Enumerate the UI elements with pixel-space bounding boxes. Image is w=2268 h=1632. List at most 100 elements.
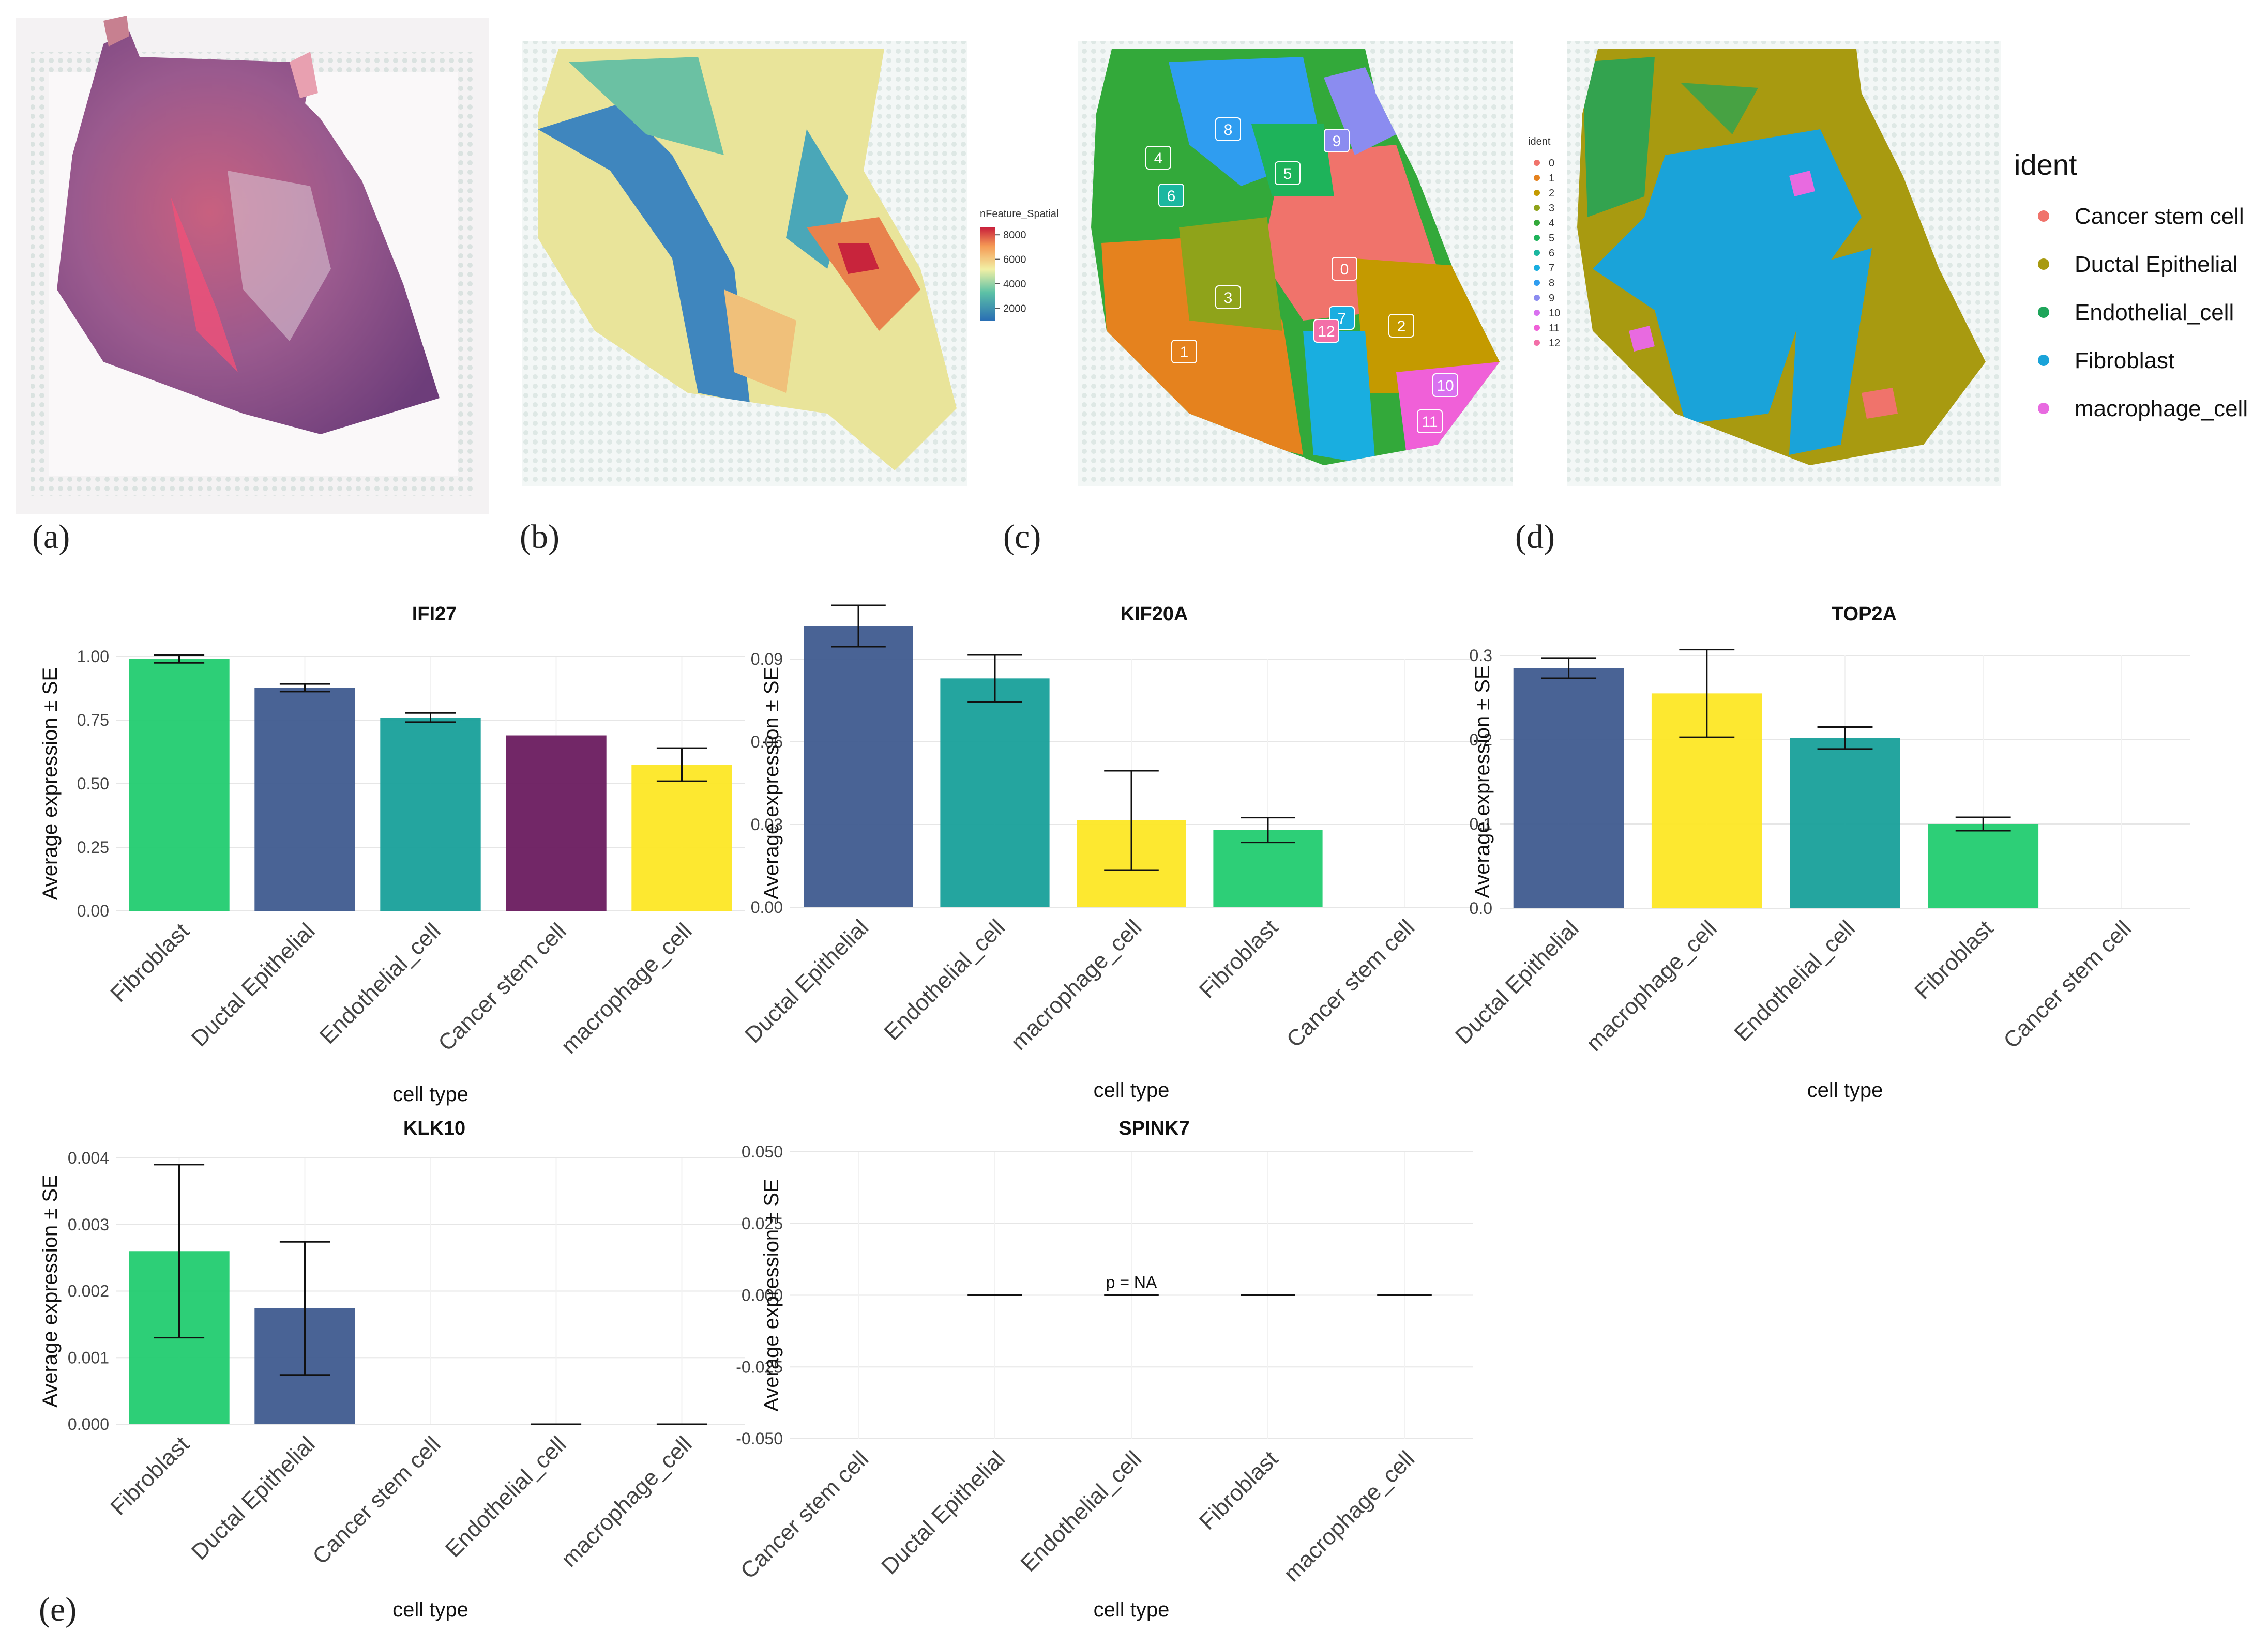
y-axis-label: Average expression ± SE [39,667,62,900]
x-tick-label: Fibroblast [1910,916,1998,1004]
panel-b: nFeature_Spatial 8000 6000 4000 2000 (b) [520,41,1059,556]
celltype-legend-label: Endothelial_cell [2075,300,2234,325]
celltype-region-fibroblast [1593,129,1862,424]
x-tick-label: Fibroblast [1195,1446,1283,1534]
cluster-tag-box [1324,129,1350,152]
chart-title: SPINK7 [1118,1118,1189,1139]
x-tick-label: Cancer stem cell [1282,914,1419,1052]
cluster-legend-dot [1534,175,1540,181]
celltype-legend-dot [2038,355,2049,366]
y-axis-label: Average expression ± SE [760,1179,783,1411]
chart-title: TOP2A [1832,603,1897,625]
cluster-tag-label: 5 [1283,165,1292,182]
cluster-legend-dot [1534,280,1540,286]
x-tick-label: Ductal Epithelial [1450,916,1584,1049]
nfeature-legend-title: nFeature_Spatial [980,208,1059,220]
cluster-tag-label: 8 [1224,121,1233,139]
panel-d: ident Cancer stem cell Ductal Epithelial E… [1515,41,2248,556]
bar-fibroblast [129,659,230,911]
cluster-tag-label: 4 [1154,150,1163,167]
x-axis-label: cell type [1094,1598,1170,1621]
cluster-legend-dot [1534,220,1540,226]
cluster-legend-dot [1534,205,1540,211]
x-tick-label: Fibroblast [1195,914,1283,1003]
chart-title: KIF20A [1121,603,1188,625]
x-tick-label: Ductal Epithelial [740,914,873,1048]
y-tick-label: 0.75 [77,711,109,729]
y-axis-label: Average expression ± SE [39,1175,62,1407]
cluster-tag-box [1388,314,1414,338]
cluster-legend-label: 7 [1549,263,1554,274]
nfeature-tick-label: 6000 [1003,254,1026,266]
cluster-tag-box [1332,257,1357,281]
cluster-legend-label: 2 [1549,188,1554,199]
y-tick-label: 0.050 [742,1142,783,1161]
x-tick-label: Cancer stem cell [1999,916,2136,1053]
nfeature-tick-label: 8000 [1003,230,1026,241]
cluster-region-2 [1355,258,1500,393]
y-axis-label: Average expression ± SE [1471,665,1494,898]
bar-chart-klk10: 0.000 0.001 0.002 0.003 0.004 FibroblastDucta… [39,1118,745,1621]
nfeature-legend-ticks: 8000 6000 4000 2000 [995,230,1026,314]
x-axis-label: cell type [392,1083,468,1106]
chart-title: IFI27 [412,603,457,625]
x-tick-label: Endothelial_cell [441,1431,571,1562]
bar-cancer-stem-cell [506,735,607,911]
cluster-legend-label: 9 [1549,293,1554,304]
celltype-region-macrophage-2 [1629,326,1655,352]
celltype-legend-dot [2038,403,2049,414]
cluster-legend-label: 12 [1549,338,1560,349]
celltype-legend-dot [2038,258,2049,270]
nfeature-orange-region [724,289,796,393]
y-tick-label: 0.00 [77,902,109,920]
chart-title: KLK10 [403,1118,465,1139]
cluster-legend-dot [1534,265,1540,271]
cluster-tag-box [1275,161,1301,185]
x-tick-label: Endothelial_cell [1729,916,1860,1046]
cluster-tag-label: 3 [1224,289,1233,307]
cluster-legend-label: 4 [1549,218,1554,229]
panel-label-e: (e) [39,1591,77,1628]
y-tick-label: 0.25 [77,838,109,857]
cluster-tag-label: 6 [1167,188,1176,205]
y-tick-label: 0.2 [1470,730,1492,749]
x-tick-label: macrophage_cell [1006,914,1146,1055]
cluster-legend-label: 10 [1549,308,1560,319]
y-tick-label: 0.3 [1470,646,1492,665]
celltype-legend-dot [2038,210,2049,222]
bar-fibroblast [1928,824,2039,908]
y-tick-label: 0.50 [77,774,109,793]
x-tick-label: Cancer stem cell [736,1446,873,1583]
bar-endothelial-cell [380,718,481,911]
celltype-region-fibroblast-2 [1789,248,1872,455]
bar-endothelial-cell [940,678,1050,907]
he-pale-region [228,171,331,341]
x-tick-label: Fibroblast [105,1431,194,1520]
cluster-tag-label: 12 [1318,323,1335,340]
he-tissue-fragment [103,16,129,47]
cluster-legend-label: 0 [1549,158,1554,169]
cluster-tag-label: 1 [1180,344,1189,361]
y-tick-label: 0.002 [68,1282,109,1301]
y-tick-label: 0.000 [68,1415,109,1433]
y-tick-label: 0.003 [68,1215,109,1234]
celltype-legend-title: ident [2014,148,2077,181]
x-tick-label: Endothelial_cell [315,918,446,1049]
cluster-legend-label: 5 [1549,233,1554,244]
y-tick-label: 0.00 [751,898,783,917]
cluster-legend-dot [1534,160,1540,166]
cluster-tag-box [1215,117,1241,141]
x-tick-label: Cancer stem cell [433,918,571,1056]
y-tick-label: 0.0 [1470,899,1492,918]
cluster-legend-dot [1534,310,1540,316]
y-tick-label: 0.000 [742,1286,783,1305]
bar-chart-kif20a: 0.00 0.03 0.06 0.09 Ductal Epithelial Endothe… [740,603,1473,1102]
x-tick-label: macrophage_cell [556,918,697,1059]
panel-a: (a) [16,16,489,556]
cluster-tag-label: 11 [1422,414,1438,431]
x-tick-label: macrophage_cell [1279,1446,1419,1587]
